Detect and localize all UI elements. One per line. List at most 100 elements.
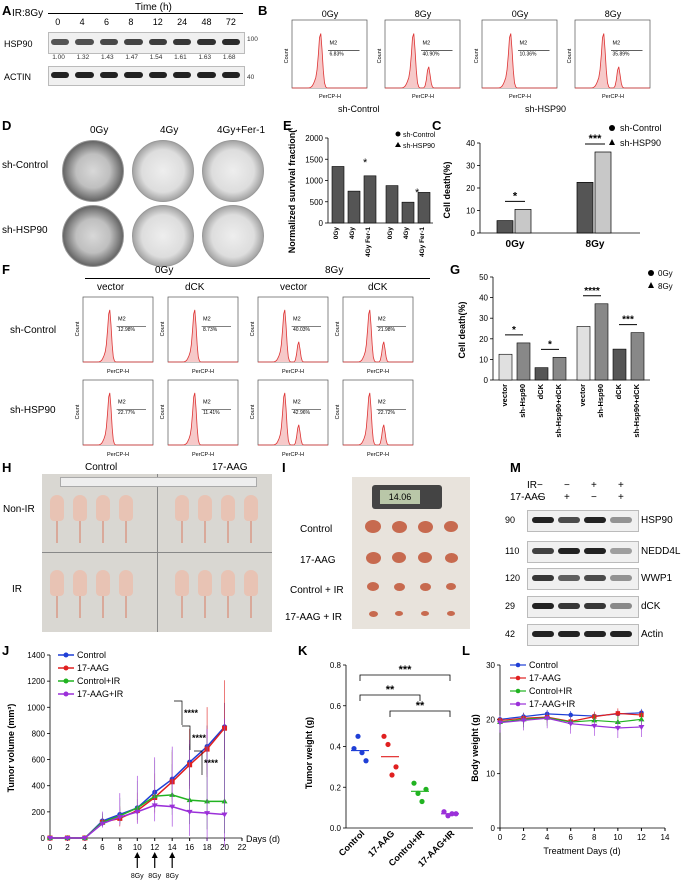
bar <box>594 151 612 234</box>
sig-bracket <box>359 674 451 681</box>
sig-label: * <box>415 187 420 199</box>
blot-band <box>558 631 580 637</box>
actin-band <box>51 72 70 78</box>
y-tick-label: 20 <box>486 715 495 724</box>
x-tick-label: 4Gy <box>349 227 356 240</box>
col-dck-2: dCK <box>368 282 388 293</box>
blot-band <box>610 548 632 554</box>
bar <box>417 192 431 224</box>
sig-label: *** <box>399 664 413 676</box>
histogram-curve <box>258 309 328 363</box>
aag-sign: + <box>618 492 624 503</box>
bar <box>385 185 399 224</box>
legend-label: sh-Control <box>620 123 662 133</box>
colony-dish <box>62 205 124 267</box>
x-axis-label: PerCP-H <box>192 452 214 458</box>
panel-label-c: C <box>432 118 442 133</box>
mouse-tail <box>102 596 104 618</box>
dish-col-4gy: 4Gy <box>160 125 179 136</box>
legend-label: 17-AAG+IR <box>77 689 124 699</box>
hsp90-ratios: 1.00 1.32 1.43 1.47 1.54 1.61 1.63 1.68 <box>48 54 243 64</box>
hsp90-band <box>75 39 94 45</box>
y-tick-label: 0 <box>484 376 489 385</box>
x-tick-label: 22 <box>238 843 247 852</box>
m-ir-label: IR <box>527 480 537 491</box>
hsp90-band <box>51 39 70 45</box>
y-axis-title: Tumor weight (g) <box>304 717 314 789</box>
actin-band <box>197 72 216 78</box>
caliper-display: 14.06 <box>380 490 420 504</box>
histogram-frame <box>82 296 154 363</box>
sig-bracket <box>389 710 451 717</box>
y-axis-label: Count <box>335 404 341 419</box>
flow-title: 0Gy <box>322 9 339 19</box>
data-point <box>81 836 88 841</box>
histogram-frame <box>167 296 239 363</box>
blot-strip <box>527 568 639 590</box>
mouse-tail <box>250 596 252 618</box>
x-tick-label: 2 <box>65 843 70 852</box>
histogram-frame <box>342 296 414 363</box>
body-weight-chart: 0 10 20 30 0 2 4 6 8 10 12 14 Treatment Days (d) Body… <box>470 660 670 856</box>
y-axis-title: Cell death(%) <box>457 301 467 358</box>
dose-label-0gy: 0Gy <box>155 265 174 276</box>
blot-band <box>532 548 554 554</box>
band-ratio-label: 1.00 <box>52 54 65 61</box>
blot-band <box>584 603 606 609</box>
actin-band <box>75 72 94 78</box>
histogram-frame <box>82 379 154 446</box>
x-tick-label: 14 <box>661 833 670 842</box>
dish-row-sh-hsp90: sh-HSP90 <box>2 225 48 236</box>
mouse-tail <box>125 596 127 618</box>
panel-label-h: H <box>2 460 12 475</box>
mw-marker-100: 100 <box>247 36 258 43</box>
y-tick-label: 1400 <box>27 651 45 660</box>
hsp90-band <box>124 39 143 45</box>
x-axis-label: PerCP-H <box>282 369 304 375</box>
y-tick-label: 0.4 <box>330 743 342 752</box>
data-point <box>615 711 621 716</box>
legend-label: 17-AAG+IR <box>529 699 576 709</box>
sig-label: * <box>513 190 518 202</box>
gate-label: M2 <box>293 399 301 405</box>
y-axis-label: Count <box>377 48 383 63</box>
mouse <box>96 495 110 521</box>
x-axis-label: PerCP-H <box>282 452 304 458</box>
bar <box>612 348 627 381</box>
mw-label: 120 <box>505 573 521 583</box>
actin-band <box>99 72 119 78</box>
actin-blot <box>48 66 245 86</box>
x-tick-label: 8Gy <box>586 239 605 250</box>
flow-histograms-b: 0Gy M2 6.83% PerCP-H Count 8Gy M2 40.90% PerCP-H… <box>284 9 651 100</box>
legend-marker <box>63 652 69 658</box>
ir-dose-label: IR:8Gy <box>12 8 44 19</box>
y-tick-label: 10 <box>466 207 475 216</box>
bar <box>347 190 361 224</box>
data-point <box>411 780 417 786</box>
x-tick-label: 17-AAG <box>366 828 396 858</box>
y-axis-title: Normalized survival fraction(%) <box>287 128 297 253</box>
tumor <box>421 611 429 616</box>
legend-marker <box>515 662 521 668</box>
protein-label: WWP1 <box>641 573 673 584</box>
mouse-tail <box>250 521 252 543</box>
gate-label: M2 <box>378 399 386 405</box>
data-point <box>393 764 399 770</box>
blot-band <box>532 603 554 609</box>
arrow-head <box>134 852 141 858</box>
colony-dish <box>132 205 194 267</box>
data-point <box>415 790 421 796</box>
time-point-label: 4 <box>79 17 85 27</box>
hsp90-band <box>148 39 167 45</box>
gate-label: M2 <box>293 316 301 322</box>
legend-marker <box>395 131 401 137</box>
mouse <box>119 495 133 521</box>
y-tick-label: 500 <box>310 198 324 207</box>
hsp90-band <box>99 39 119 45</box>
blot-strip <box>527 541 639 563</box>
mouse-tail <box>56 596 58 618</box>
band-ratio-label: 1.54 <box>149 54 163 61</box>
gate-label: M2 <box>203 316 211 322</box>
data-point <box>567 721 574 727</box>
histogram-curve <box>385 33 460 89</box>
